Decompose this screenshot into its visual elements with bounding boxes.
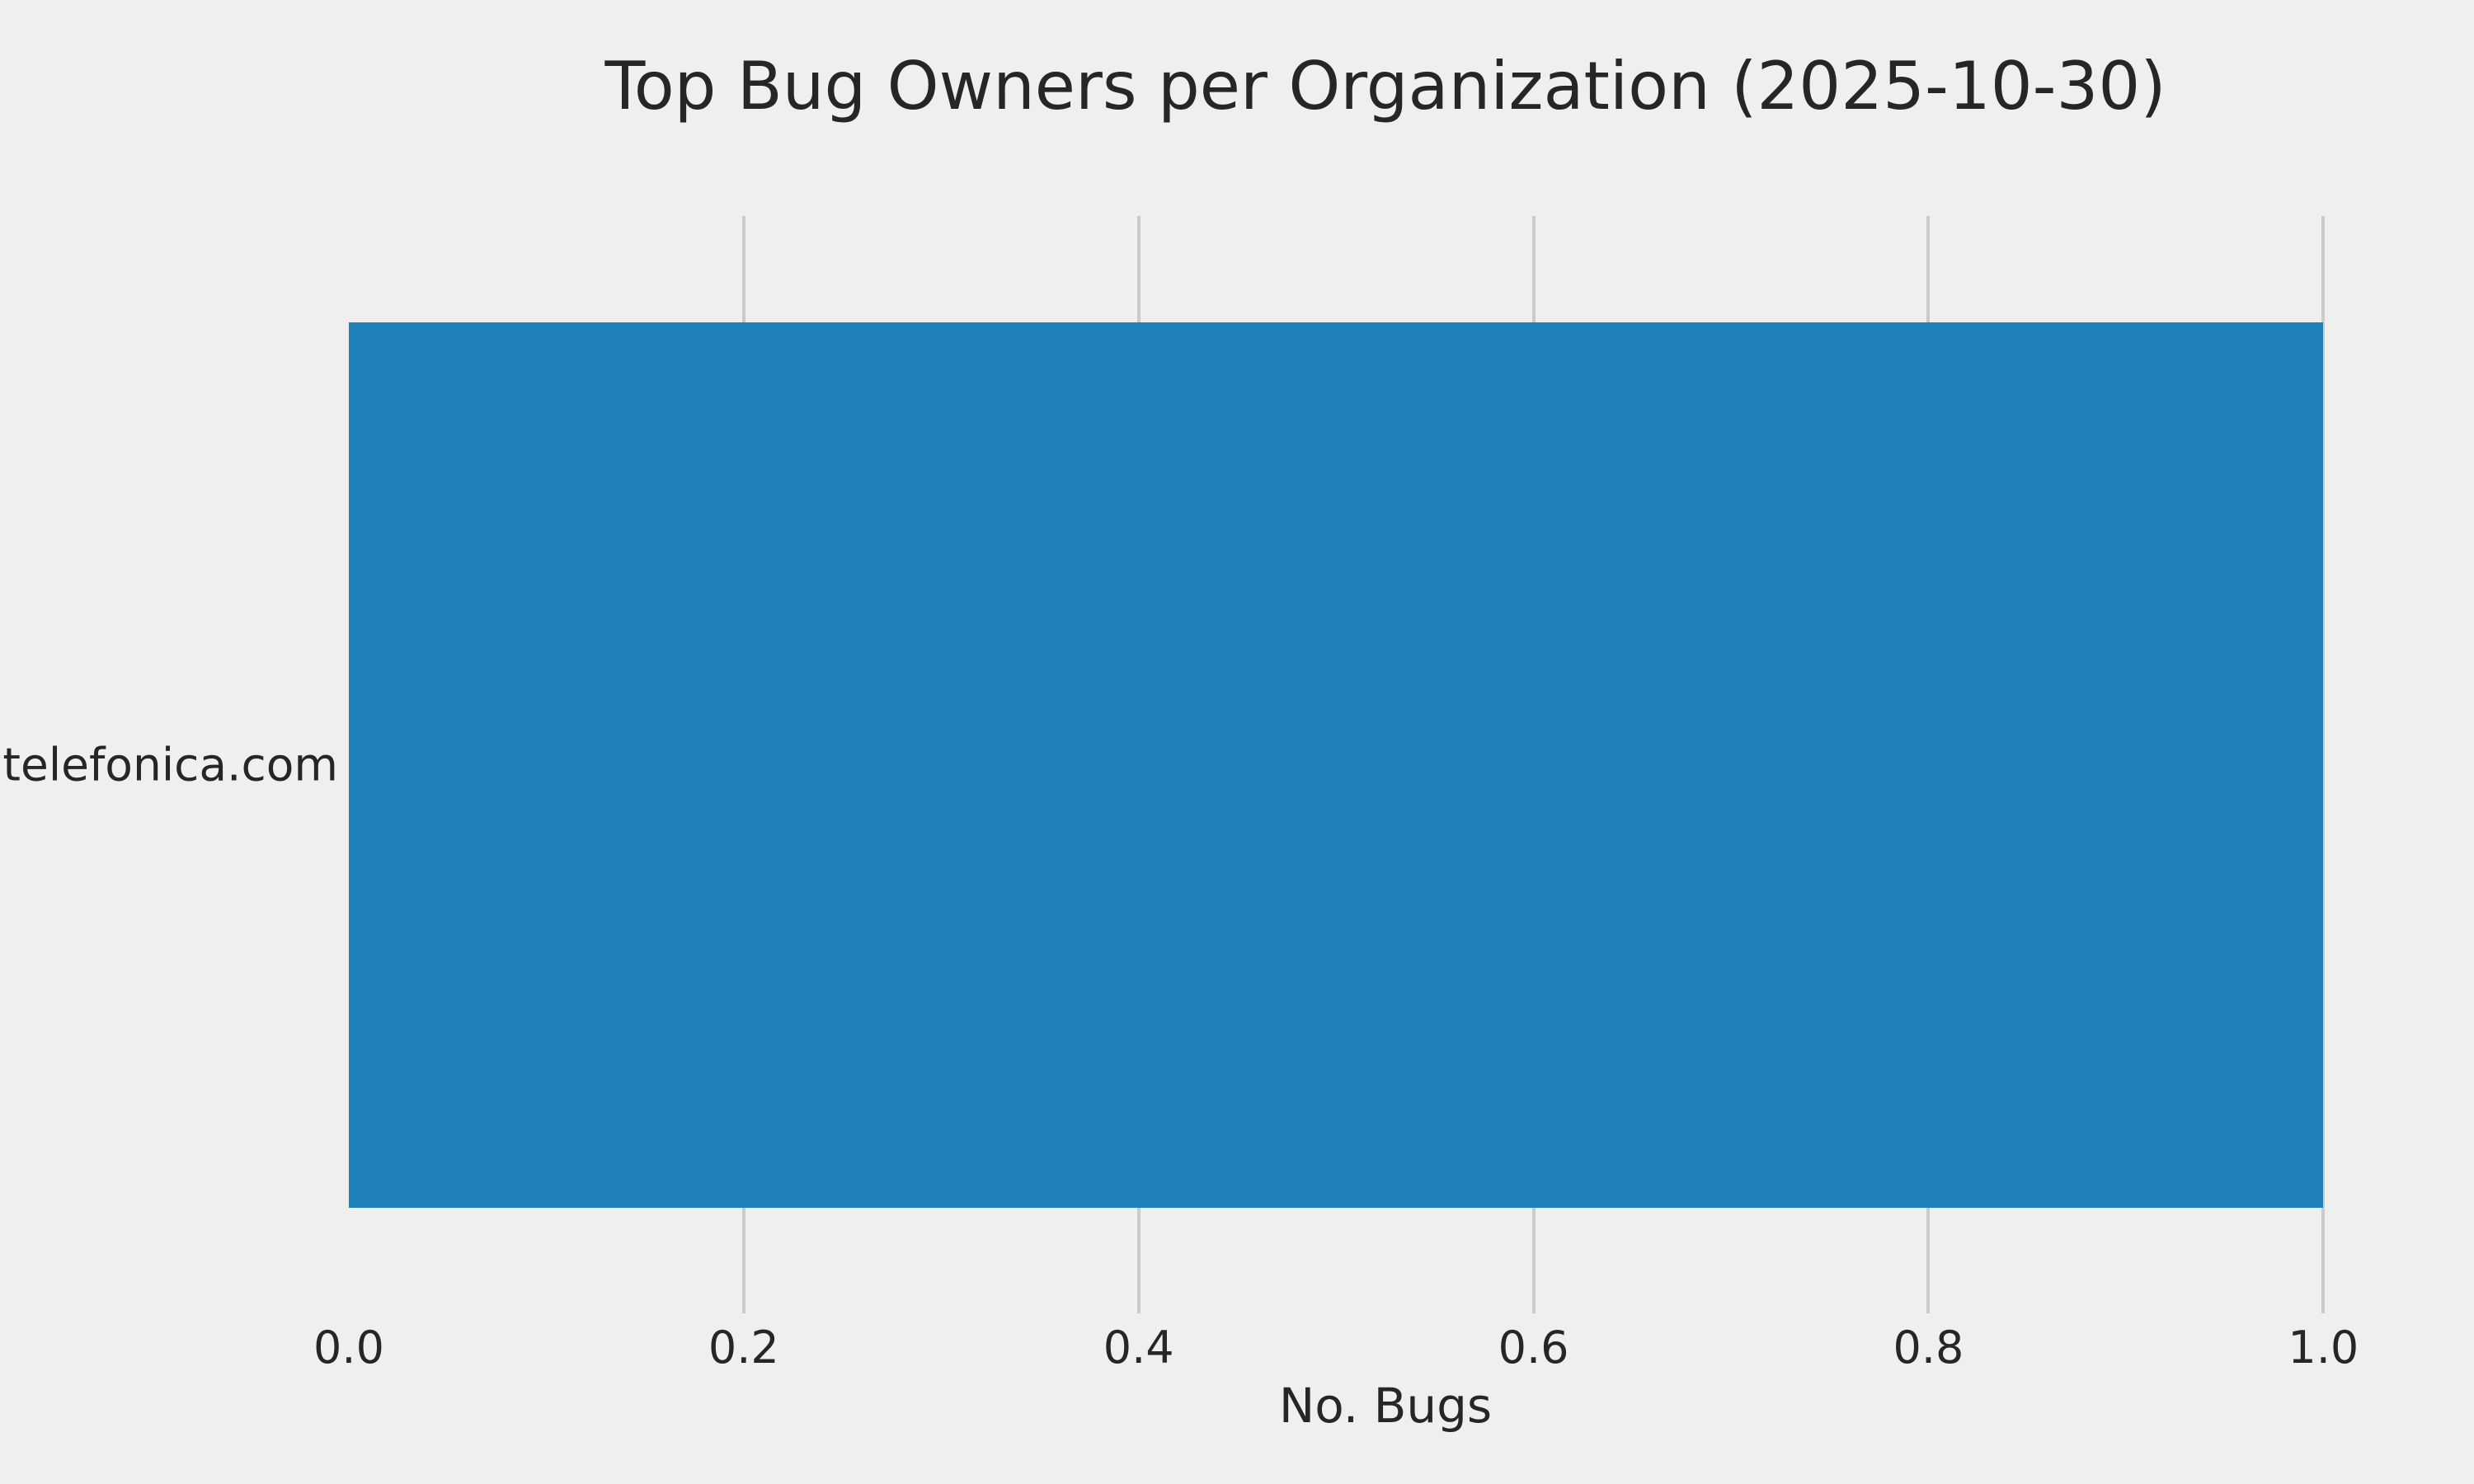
chart-title: Top Bug Owners per Organization (2025-10… xyxy=(604,48,2166,124)
x-tick-label-0.8: 0.8 xyxy=(1893,1322,1964,1374)
bar-telefonica-com xyxy=(349,322,2324,1208)
gridline-x-1 xyxy=(2321,216,2326,1313)
x-tick-label-0.4: 0.4 xyxy=(1103,1322,1174,1374)
x-tick-label-1.0: 1.0 xyxy=(2288,1322,2359,1374)
x-tick-label-0.2: 0.2 xyxy=(708,1322,779,1374)
plot-area: telefonica.com No. Bugs 0.0 0.2 0.4 0.6 0.8 1… xyxy=(2,216,2422,1430)
y-tick-label: telefonica.com xyxy=(2,738,338,791)
x-tick-label-0.6: 0.6 xyxy=(1498,1322,1569,1374)
x-axis-label: No. Bugs xyxy=(1278,1378,1493,1434)
x-tick-label-0.0: 0.0 xyxy=(313,1322,384,1374)
